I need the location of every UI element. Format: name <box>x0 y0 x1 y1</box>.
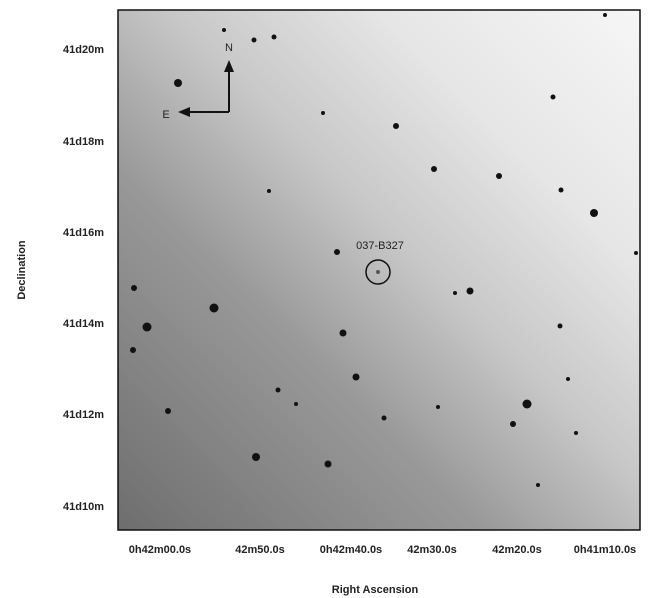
target-star <box>376 270 380 274</box>
east-label: E <box>162 109 169 121</box>
stars <box>130 13 638 487</box>
y-axis-title: Declination <box>16 240 28 300</box>
x-tick-label: 0h41m10.0s <box>574 544 636 556</box>
target-circle <box>365 259 391 285</box>
y-tick-label: 41d18m <box>63 136 104 148</box>
y-tick-label: 41d12m <box>63 409 104 421</box>
north-label: N <box>225 42 233 54</box>
x-axis-title: Right Ascension <box>332 584 419 596</box>
compass <box>178 60 234 117</box>
x-tick-label: 42m30.0s <box>407 544 457 556</box>
sky-image <box>117 9 641 531</box>
y-tick-label: 41d16m <box>63 227 104 239</box>
x-tick-label: 0h42m00.0s <box>129 544 191 556</box>
y-tick-label: 41d10m <box>63 501 104 513</box>
x-tick-label: 42m50.0s <box>235 544 285 556</box>
y-tick-label: 41d14m <box>63 318 104 330</box>
y-tick-label: 41d20m <box>63 44 104 56</box>
target-label: 037-B327 <box>356 240 404 252</box>
x-tick-label: 42m20.0s <box>492 544 542 556</box>
x-tick-label: 0h42m40.0s <box>320 544 382 556</box>
